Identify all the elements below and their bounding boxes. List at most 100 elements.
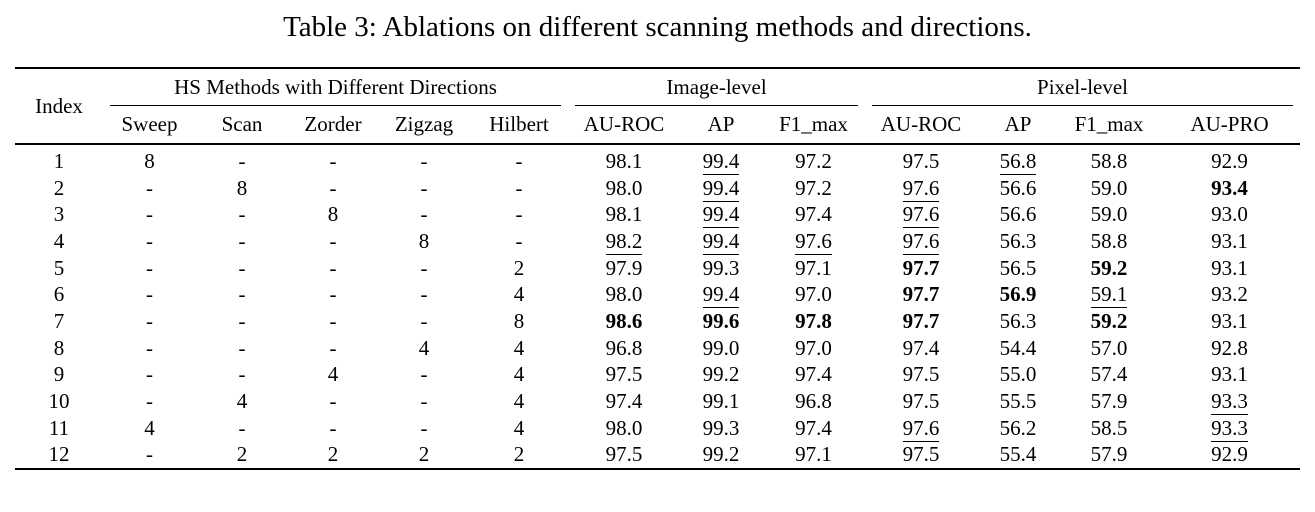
- cell-value: -: [420, 282, 428, 307]
- cell-value: -: [146, 202, 153, 227]
- table-cell: 97.2: [762, 175, 865, 202]
- cell-value: 8: [236, 175, 248, 200]
- cell-value: -: [329, 282, 337, 307]
- cell-value: 93.3: [1211, 389, 1248, 416]
- table-cell: -: [288, 335, 378, 362]
- table-cell: 58.8: [1059, 144, 1159, 175]
- column-header: Zorder: [288, 106, 378, 145]
- cell-value: 98.0: [605, 175, 643, 200]
- cell-value: 97.7: [902, 282, 940, 307]
- cell-value: 97.1: [795, 255, 832, 280]
- row-index: 9: [53, 362, 65, 387]
- cell-value: 97.6: [902, 415, 940, 442]
- cell-value: -: [515, 175, 523, 200]
- table-cell: 96.8: [568, 335, 680, 362]
- cell-value: -: [146, 228, 153, 253]
- ablation-table: Index HS Methods with Different Directio…: [15, 67, 1301, 471]
- table-row: 9 - - 4 - 4 97.5 99.2 97.4 97.5 55.0 57.4 93.1: [15, 362, 1300, 389]
- table-row: 5 - - - - 2 97.9 99.3 97.1 97.7 56.5 59.2 93.1: [15, 255, 1300, 282]
- cell-value: 93.1: [1211, 255, 1248, 280]
- table-cell: 97.9: [568, 255, 680, 282]
- table-cell: 2: [378, 442, 470, 470]
- table-cell: 4: [378, 335, 470, 362]
- table-cell: 4: [470, 362, 568, 389]
- table-cell: -: [378, 388, 470, 415]
- table-cell: -: [288, 228, 378, 255]
- cell-value: 59.2: [1090, 255, 1128, 280]
- table-cell: 8: [103, 144, 196, 175]
- table-cell: 57.9: [1059, 388, 1159, 415]
- cell-value: 59.2: [1090, 308, 1128, 333]
- table-cell: -: [288, 175, 378, 202]
- cell-value: 56.8: [999, 148, 1037, 175]
- cell-value: 98.1: [605, 148, 643, 173]
- table-cell: 97.7: [865, 255, 977, 282]
- cell-value: 58.8: [1090, 228, 1128, 253]
- table-cell: 4: [470, 388, 568, 415]
- table-cell: -: [103, 281, 196, 308]
- cell-value: 2: [418, 442, 430, 467]
- cell-value: 56.2: [999, 415, 1037, 440]
- table-cell: 92.8: [1159, 335, 1300, 362]
- cell-value: 97.7: [902, 308, 940, 333]
- cell-value: 56.9: [999, 282, 1037, 307]
- table-cell: 4: [103, 415, 196, 442]
- table-cell: 59.0: [1059, 201, 1159, 228]
- table-cell: 98.2: [568, 228, 680, 255]
- table-cell: -: [470, 175, 568, 202]
- table-row: 1 8 - - - - 98.1 99.4 97.2 97.5 56.8 58.8 92.9: [15, 144, 1300, 175]
- cell-value: -: [329, 308, 337, 333]
- table-cell: -: [103, 228, 196, 255]
- cell-value: -: [329, 228, 337, 253]
- table-cell: 92.9: [1159, 442, 1300, 470]
- cell-value: -: [329, 335, 337, 360]
- table-cell: -: [470, 228, 568, 255]
- column-header: AP: [977, 106, 1060, 145]
- table-cell: -: [470, 144, 568, 175]
- cell-value: 98.0: [605, 415, 643, 440]
- table-cell: -: [470, 201, 568, 228]
- cell-value: 93.4: [1211, 175, 1248, 200]
- cell-value: 92.9: [1211, 148, 1248, 173]
- cell-value: 8: [327, 202, 339, 227]
- table-cell: -: [103, 308, 196, 335]
- table-cell: -: [196, 281, 288, 308]
- table-cell: 97.5: [865, 362, 977, 389]
- cell-value: -: [238, 228, 246, 253]
- table-cell: -: [103, 362, 196, 389]
- table-cell: 2: [470, 442, 568, 470]
- group-header-row: Index HS Methods with Different Directio…: [15, 68, 1300, 145]
- group-header-hs-methods: HS Methods with Different Directions: [103, 68, 568, 106]
- table-row: 8 - - - 4 4 96.8 99.0 97.0 97.4 54.4 57.0 92.8: [15, 335, 1300, 362]
- cell-value: 4: [513, 282, 525, 307]
- table-cell: 97.5: [865, 388, 977, 415]
- table-cell: 4: [470, 335, 568, 362]
- cell-value: 59.0: [1090, 175, 1128, 200]
- cell-value: 98.0: [605, 282, 643, 307]
- cell-value: 97.4: [795, 415, 832, 440]
- cell-value: 99.4: [702, 228, 740, 255]
- cell-value: -: [146, 282, 153, 307]
- cell-value: -: [515, 202, 523, 227]
- cell-value: 98.6: [605, 308, 643, 333]
- cell-value: 8: [513, 308, 525, 333]
- cell-value: 96.8: [795, 389, 832, 414]
- row-index: 1: [53, 148, 65, 173]
- table-cell: 97.4: [762, 415, 865, 442]
- table-cell: 55.0: [977, 362, 1059, 389]
- column-header-row: Sweep Scan Zorder Zigzag Hilbert AU-ROC AP F1_m…: [15, 106, 1301, 145]
- table-cell: -: [288, 281, 378, 308]
- cell-value: 99.3: [702, 255, 740, 280]
- row-index: 5: [53, 255, 65, 280]
- cell-value: 92.8: [1211, 335, 1248, 360]
- table-cell: -: [103, 388, 196, 415]
- cell-value: -: [329, 175, 337, 200]
- table-cell: 97.7: [865, 281, 977, 308]
- cell-value: -: [238, 415, 246, 440]
- cell-value: 97.8: [795, 308, 832, 333]
- table-cell: 57.0: [1059, 335, 1159, 362]
- cell-value: -: [146, 175, 153, 200]
- cell-value: -: [329, 148, 337, 173]
- table-cell: 97.2: [762, 144, 865, 175]
- cell-value: -: [515, 228, 523, 253]
